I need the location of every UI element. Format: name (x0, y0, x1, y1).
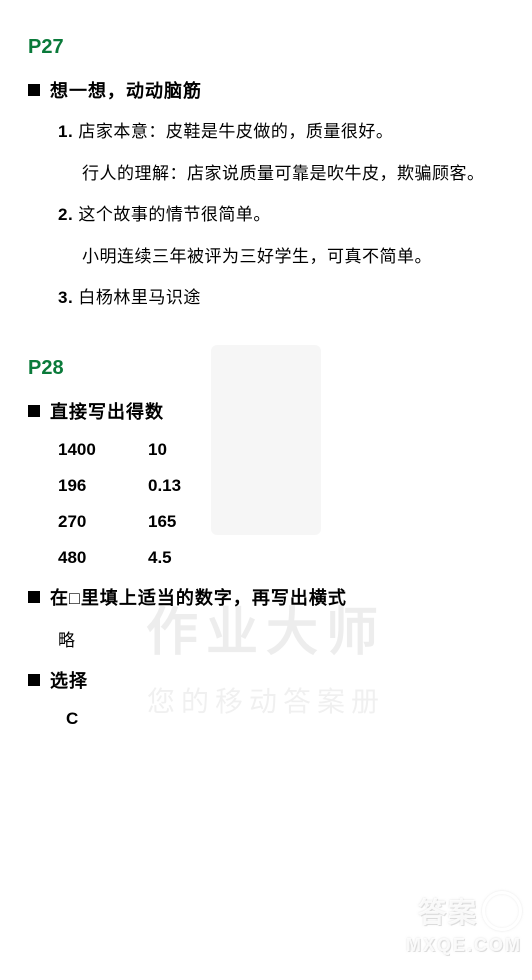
item-number: 1. (58, 122, 73, 141)
page-ref-p27: P27 (28, 36, 512, 59)
bullet-icon (28, 84, 40, 96)
watermark-corner-text: 答案 (418, 891, 478, 931)
section-header: 想一想，动动脑筋 (28, 77, 512, 103)
answer-text: 略 (28, 626, 512, 651)
item-2-sub: 小明连续三年被评为三好学生，可真不简单。 (28, 244, 512, 270)
item-line1: 这个故事的情节很简单。 (78, 205, 271, 224)
section-header: 直接写出得数 (28, 398, 512, 424)
calc-row: 270 165 (58, 512, 512, 532)
calc-row: 1400 10 (58, 440, 512, 460)
calc-cell: 1400 (58, 440, 148, 460)
item-number: 3. (58, 288, 73, 307)
page-ref-p28: P28 (28, 357, 512, 380)
document-page: P27 想一想，动动脑筋 1. 店家本意：皮鞋是牛皮做的，质量很好。 行人的理解… (0, 0, 532, 729)
calc-cell: 10 (148, 440, 167, 460)
calc-cell: 270 (58, 512, 148, 532)
section-title: 直接写出得数 (50, 398, 164, 424)
calc-row: 196 0.13 (58, 476, 512, 496)
answer-text: C (28, 709, 512, 729)
section-header: 选择 (28, 667, 512, 693)
item-line1: 店家本意：皮鞋是牛皮做的，质量很好。 (78, 122, 393, 141)
section-title: 想一想，动动脑筋 (50, 77, 202, 103)
calc-row: 480 4.5 (58, 548, 512, 568)
watermark-corner: 答案 圈 MXQE.COM (406, 891, 522, 956)
item-number: 2. (58, 205, 73, 224)
watermark-circle-icon: 圈 (482, 891, 522, 931)
item-3: 3. 白杨林里马识途 (28, 285, 512, 311)
item-2: 2. 这个故事的情节很简单。 (28, 202, 512, 228)
watermark-url: MXQE.COM (406, 935, 522, 956)
calc-cell: 196 (58, 476, 148, 496)
section-calc: 直接写出得数 1400 10 196 0.13 270 165 480 4.5 (28, 398, 512, 568)
section-title: 选择 (50, 667, 88, 693)
watermark-badge: 答案 圈 (406, 891, 522, 931)
bullet-icon (28, 674, 40, 686)
calc-cell: 4.5 (148, 548, 172, 568)
item-1-sub: 行人的理解：店家说质量可靠是吹牛皮，欺骗顾客。 (28, 161, 512, 187)
bullet-icon (28, 591, 40, 603)
calc-table: 1400 10 196 0.13 270 165 480 4.5 (28, 440, 512, 568)
item-line1: 白杨林里马识途 (78, 288, 201, 307)
calc-cell: 165 (148, 512, 176, 532)
section-title: 在□里填上适当的数字，再写出横式 (50, 584, 347, 610)
section-choice: 选择 C (28, 667, 512, 729)
section-fill: 在□里填上适当的数字，再写出横式 略 (28, 584, 512, 651)
section-header: 在□里填上适当的数字，再写出横式 (28, 584, 512, 610)
section-think: 想一想，动动脑筋 1. 店家本意：皮鞋是牛皮做的，质量很好。 行人的理解：店家说… (28, 77, 512, 311)
bullet-icon (28, 405, 40, 417)
calc-cell: 480 (58, 548, 148, 568)
item-1: 1. 店家本意：皮鞋是牛皮做的，质量很好。 (28, 119, 512, 145)
calc-cell: 0.13 (148, 476, 181, 496)
